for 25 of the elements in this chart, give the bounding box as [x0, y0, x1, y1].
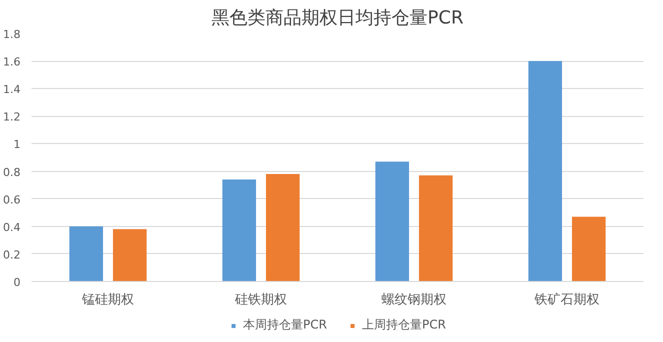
y-tick-label: 1.4 [3, 83, 21, 96]
y-tick-label: 0.6 [3, 193, 21, 206]
bar [266, 174, 300, 282]
y-tick-label: 1 [14, 138, 20, 152]
bar [528, 61, 562, 282]
legend-label: 上周持仓量PCR [362, 316, 446, 334]
y-tick-label: 0.8 [3, 166, 21, 179]
y-tick-label: 0 [14, 276, 20, 289]
bar [375, 162, 410, 282]
bar [418, 175, 453, 282]
bar [112, 229, 147, 282]
bar [572, 216, 606, 282]
x-tick-label: 螺纹钢期权 [382, 292, 446, 308]
y-tick-label: 1.2 [3, 110, 21, 124]
y-tick-label: 0.4 [3, 220, 21, 234]
x-tick-label: 锰硅期权 [81, 292, 134, 308]
y-tick-label: 1.8 [3, 28, 21, 41]
x-tick-label: 铁矿石期权 [534, 292, 600, 308]
chart-title: 黑色类商品期权日均持仓量PCR [212, 8, 464, 28]
bar [222, 180, 256, 282]
x-tick-label: 硅铁期权 [234, 292, 287, 308]
legend-label: 本周持仓量PCR [243, 316, 327, 334]
y-tick-label: 1.6 [3, 56, 21, 69]
y-tick-label: 0.2 [3, 248, 21, 262]
bar [69, 226, 104, 282]
